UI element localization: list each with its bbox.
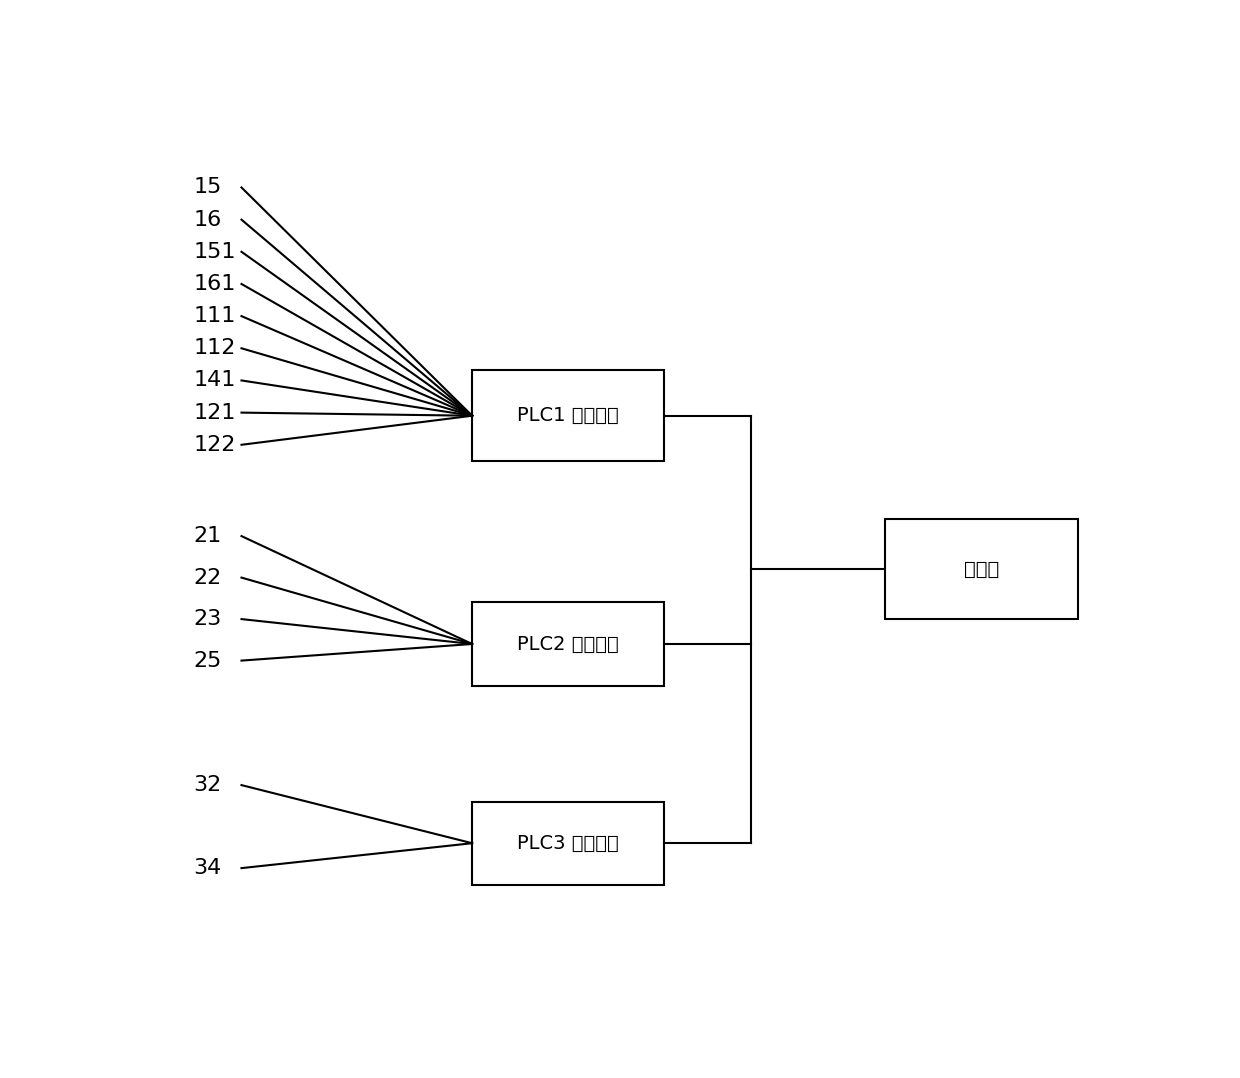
Text: PLC3 吹风控制: PLC3 吹风控制 [517,833,619,853]
Text: PLC1 潮汐控制: PLC1 潮汐控制 [517,406,619,425]
Text: 161: 161 [193,274,236,294]
Text: 25: 25 [193,651,222,671]
Text: 34: 34 [193,858,222,879]
Text: PLC2 温湿控制: PLC2 温湿控制 [517,635,619,653]
FancyBboxPatch shape [472,802,665,885]
FancyBboxPatch shape [472,603,665,686]
Text: 21: 21 [193,526,222,547]
Text: 15: 15 [193,178,222,197]
Text: 控制器: 控制器 [963,559,999,579]
Text: 121: 121 [193,402,236,423]
Text: 141: 141 [193,371,236,390]
Text: 22: 22 [193,568,222,588]
FancyBboxPatch shape [472,370,665,461]
Text: 151: 151 [193,241,236,262]
Text: 32: 32 [193,775,222,796]
FancyBboxPatch shape [885,520,1078,619]
Text: 122: 122 [193,434,236,455]
Text: 112: 112 [193,338,236,358]
Text: 23: 23 [193,609,222,630]
Text: 16: 16 [193,209,222,230]
Text: 111: 111 [193,306,236,327]
